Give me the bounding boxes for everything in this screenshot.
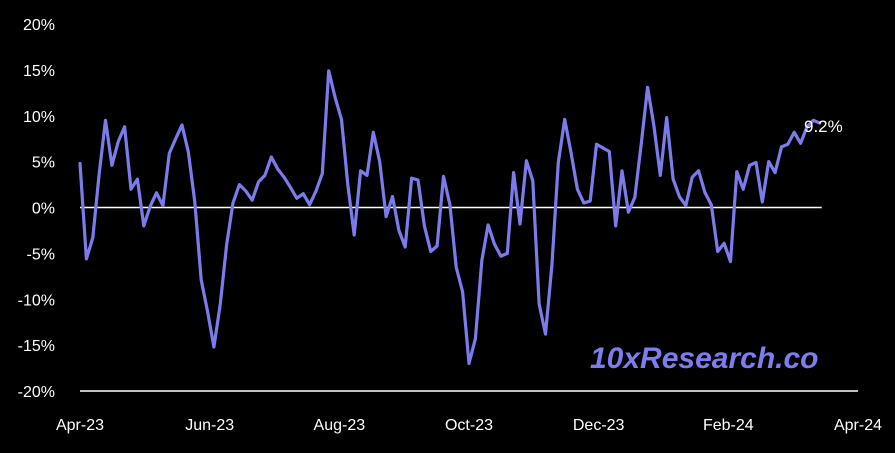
x-tick-label: Feb-24 bbox=[703, 417, 754, 434]
x-tick-label: Dec-23 bbox=[573, 417, 625, 434]
end-value-label: 9.2% bbox=[804, 117, 843, 136]
x-tick-label: Jun-23 bbox=[185, 417, 234, 434]
x-tick-label: Apr-23 bbox=[56, 417, 104, 434]
y-tick-label: -10% bbox=[18, 292, 55, 309]
y-tick-label: 0% bbox=[32, 201, 55, 218]
y-tick-label: 15% bbox=[23, 63, 55, 80]
series-line bbox=[78, 69, 822, 366]
y-tick-label: -5% bbox=[27, 246, 55, 263]
x-tick-label: Apr-24 bbox=[834, 417, 882, 434]
y-tick-label: -15% bbox=[18, 338, 55, 355]
watermark-text: 10xResearch.co bbox=[590, 342, 819, 375]
y-tick-label: -20% bbox=[18, 384, 55, 401]
x-tick-label: Aug-23 bbox=[314, 417, 366, 434]
x-axis-ticks: Apr-23 Jun-23 Aug-23 Oct-23 Dec-23 Feb-24 Apr-… bbox=[56, 417, 882, 434]
y-tick-label: 5% bbox=[32, 155, 55, 172]
x-tick-label: Oct-23 bbox=[445, 417, 493, 434]
y-tick-label: 20% bbox=[23, 17, 55, 34]
y-tick-label: 10% bbox=[23, 109, 55, 126]
y-axis-ticks: 20% 15% 10% 5% 0% -5% -10% -15% -20% bbox=[18, 17, 55, 401]
